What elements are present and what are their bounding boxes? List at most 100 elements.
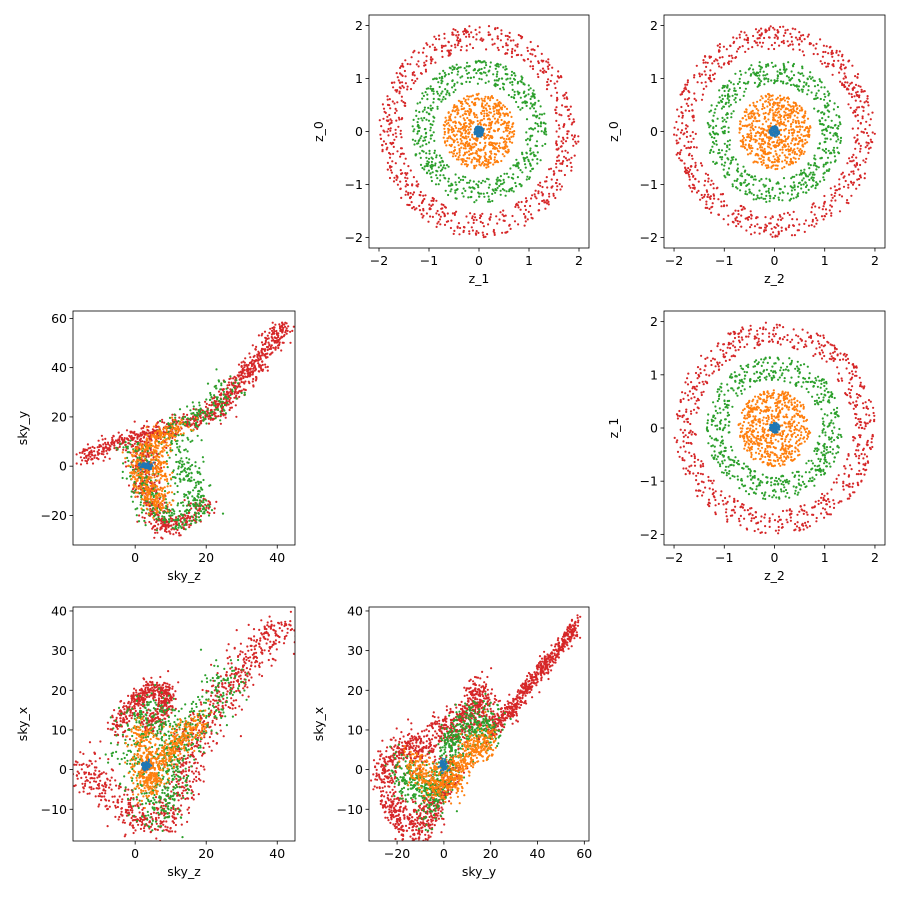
data-point — [847, 186, 850, 189]
data-point — [823, 149, 826, 153]
data-point — [108, 457, 111, 460]
data-point — [762, 131, 765, 135]
data-point — [815, 42, 818, 46]
data-point — [479, 119, 482, 122]
data-point — [735, 225, 738, 228]
data-point — [776, 37, 779, 40]
data-point — [687, 154, 691, 157]
data-point — [228, 398, 231, 401]
data-point — [768, 191, 771, 194]
data-point — [750, 122, 754, 125]
data-point — [512, 96, 515, 99]
data-point — [430, 89, 434, 92]
data-point — [400, 65, 403, 68]
data-point — [524, 163, 527, 166]
data-point — [847, 60, 850, 63]
data-point — [419, 194, 422, 197]
data-point — [768, 194, 771, 197]
data-point — [89, 446, 92, 449]
data-point — [393, 138, 396, 141]
data-point — [448, 94, 451, 97]
data-point — [457, 127, 460, 130]
data-point — [750, 233, 753, 236]
data-point — [802, 121, 805, 124]
data-point — [765, 77, 768, 80]
data-point — [822, 176, 825, 179]
data-point — [804, 185, 808, 189]
data-point — [713, 197, 716, 200]
data-point — [547, 203, 550, 206]
data-point — [686, 79, 690, 82]
data-point — [784, 124, 787, 127]
data-point — [745, 229, 748, 232]
data-point — [767, 142, 770, 145]
data-point — [467, 196, 470, 199]
data-point — [675, 139, 678, 142]
data-point — [807, 224, 811, 227]
data-point — [779, 94, 782, 97]
data-point — [395, 119, 398, 122]
data-point — [570, 123, 573, 126]
data-point — [838, 121, 842, 124]
data-point — [772, 116, 775, 119]
data-point — [541, 144, 544, 147]
data-point — [277, 336, 280, 339]
data-point — [761, 123, 764, 126]
data-point — [440, 46, 444, 49]
data-point — [520, 184, 523, 187]
data-point — [811, 203, 814, 206]
data-point — [420, 213, 423, 216]
data-point — [864, 128, 867, 131]
data-point — [520, 54, 523, 57]
data-point — [417, 117, 420, 120]
data-point — [511, 130, 514, 134]
data-point — [756, 223, 759, 226]
data-point — [469, 125, 472, 128]
data-point — [826, 137, 829, 140]
data-point — [841, 83, 844, 87]
data-point — [175, 433, 178, 436]
data-point — [485, 136, 488, 139]
data-point — [498, 142, 501, 145]
data-point — [488, 183, 491, 186]
data-point — [428, 207, 431, 210]
data-point — [402, 86, 405, 89]
data-point — [850, 194, 853, 197]
data-point — [848, 157, 851, 160]
data-point — [836, 146, 839, 149]
data-point — [734, 158, 738, 161]
data-point — [441, 77, 444, 80]
data-point — [477, 231, 480, 234]
data-point — [510, 189, 513, 192]
data-point — [824, 137, 827, 140]
data-point — [497, 150, 500, 153]
data-point — [416, 121, 419, 124]
data-point — [711, 202, 714, 205]
data-point — [411, 193, 414, 196]
data-point — [481, 99, 484, 102]
data-point — [713, 77, 716, 81]
data-point — [411, 183, 414, 186]
data-point — [475, 133, 478, 136]
data-point — [793, 129, 796, 132]
y-axis-label: z_0 — [311, 121, 326, 142]
data-point — [746, 173, 749, 176]
data-point — [79, 456, 82, 459]
data-point — [824, 163, 827, 166]
data-point — [779, 25, 782, 29]
data-point — [753, 175, 757, 178]
data-point — [773, 160, 776, 164]
data-point — [452, 127, 455, 131]
data-point — [859, 121, 862, 125]
data-point — [171, 413, 174, 416]
data-point — [739, 174, 742, 177]
data-point — [779, 80, 783, 83]
data-point — [260, 347, 264, 350]
data-point — [484, 95, 487, 98]
data-point — [491, 38, 494, 41]
data-point — [745, 184, 748, 187]
data-point — [756, 153, 759, 156]
data-point — [716, 117, 719, 120]
data-point — [444, 189, 447, 192]
data-point — [289, 330, 292, 333]
